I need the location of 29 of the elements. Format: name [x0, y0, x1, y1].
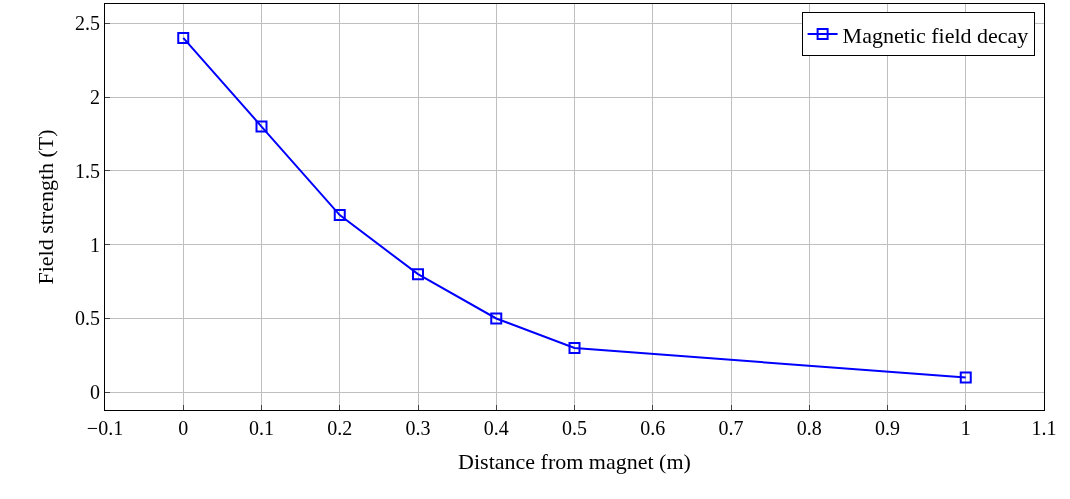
point [568, 341, 581, 354]
x-tick-label: 1.1 [1031, 417, 1057, 439]
x-tick-label: 0 [178, 417, 189, 439]
x-axis-title: Distance from magnet (m) [458, 448, 691, 474]
y-tick-label: 1.5 [75, 159, 100, 182]
y-tick-label: 1 [90, 233, 100, 256]
x-tick-label: 0.1 [249, 417, 274, 439]
point [177, 31, 190, 44]
y-tick-label: 0 [90, 381, 100, 404]
x-tick-label: 0.4 [483, 417, 509, 439]
y-tick-label: 2.5 [75, 12, 100, 35]
x-tick-label: 0.5 [562, 417, 587, 439]
x-tick-label: 0.8 [796, 417, 822, 439]
point [333, 209, 346, 222]
x-tick-label: −0.1 [86, 417, 124, 439]
legend-label: Magnetic field decay [842, 22, 1029, 48]
x-tick-label: 0.2 [327, 417, 353, 439]
point [412, 268, 424, 281]
point [255, 120, 268, 133]
point [959, 371, 972, 384]
y-tick-label: 0.5 [75, 307, 100, 330]
x-tick-label: 0.7 [718, 417, 744, 439]
y-tick-label: 2 [90, 86, 100, 109]
x-tick-label: 0.6 [640, 417, 666, 439]
y-axis-title: Field strength (T) [32, 129, 58, 285]
x-tick-label: 0.9 [875, 417, 900, 439]
point [490, 312, 503, 325]
x-tick-label: 1 [960, 417, 971, 439]
x-tick-label: 0.3 [405, 417, 431, 439]
